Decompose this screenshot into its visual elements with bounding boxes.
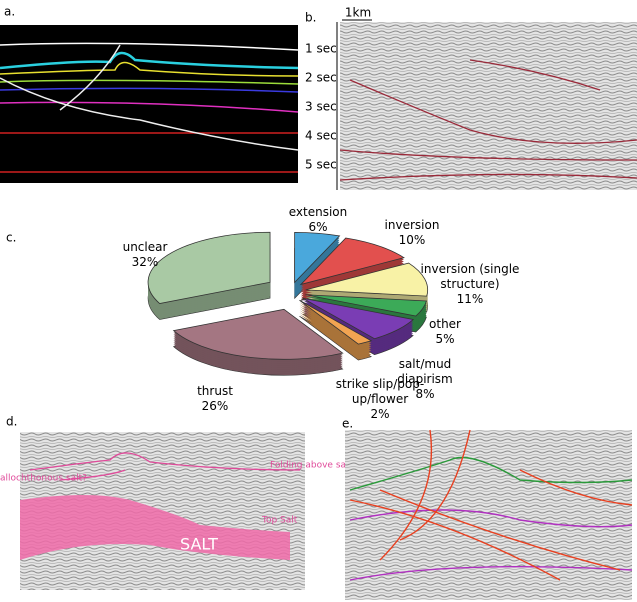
time-label: 2 sec [305,71,337,85]
category-name: salt/mud diapirism [397,357,453,386]
panel-label: b. [305,11,316,25]
annotation: SALT [180,535,218,554]
annotation-lines [29,452,301,481]
category-name: strike slip/pop-up/flower [335,377,425,406]
category-name: other [429,317,461,331]
section-e [345,430,632,600]
slice [305,294,428,317]
slice-label: unclear 32% [110,240,180,270]
slice-label: thrust 26% [185,384,245,414]
section-b [340,22,637,190]
value-label: 32% [131,255,159,269]
slice-label: inversion 10% [372,218,452,248]
horizons-b [339,59,637,181]
value-label: 11% [456,292,484,306]
slice [305,262,429,297]
category-name: inversion [384,218,440,232]
slice-label: salt/mud diapirism 8% [380,357,470,402]
time-label: 5 sec [305,158,337,172]
slice-label: other 5% [420,317,470,347]
slice [299,299,373,345]
value-label: 2% [370,407,390,421]
annotation: Folding above salt dome [270,461,381,471]
category-name: extension [288,205,348,219]
category-name: thrust [197,384,233,398]
category-name: unclear [122,240,168,254]
panel-label: d. [6,415,17,429]
time-label: 4 sec [305,129,337,143]
panel-label: c. [6,231,16,245]
panel-label: e. [342,417,353,431]
slice [147,231,271,304]
annotation: allochthonous salt? [0,474,87,484]
slice-label: inversion (single structure) 11% [410,262,530,307]
value-label: 26% [201,399,229,413]
interpretation-e [349,429,633,581]
slice [294,231,341,284]
value-label: 5% [435,332,455,346]
salt-body [20,495,290,560]
value-label: 10% [398,233,426,247]
value-label: 6% [308,220,328,234]
category-name: inversion (single structure) [420,262,520,291]
horizons-a [0,42,299,173]
slice [299,237,405,286]
panel-label: a. [4,5,15,19]
slice [172,308,344,360]
time-label: 3 sec [305,100,337,114]
value-label: 8% [415,387,435,401]
slice-label: strike slip/pop-up/flower 2% [320,377,440,422]
slice-label: extension 6% [278,205,358,235]
time-label: 1 sec [305,42,337,56]
annotation: Top Salt [261,516,298,526]
slice [302,297,415,340]
scale-label: 1km [345,6,371,20]
